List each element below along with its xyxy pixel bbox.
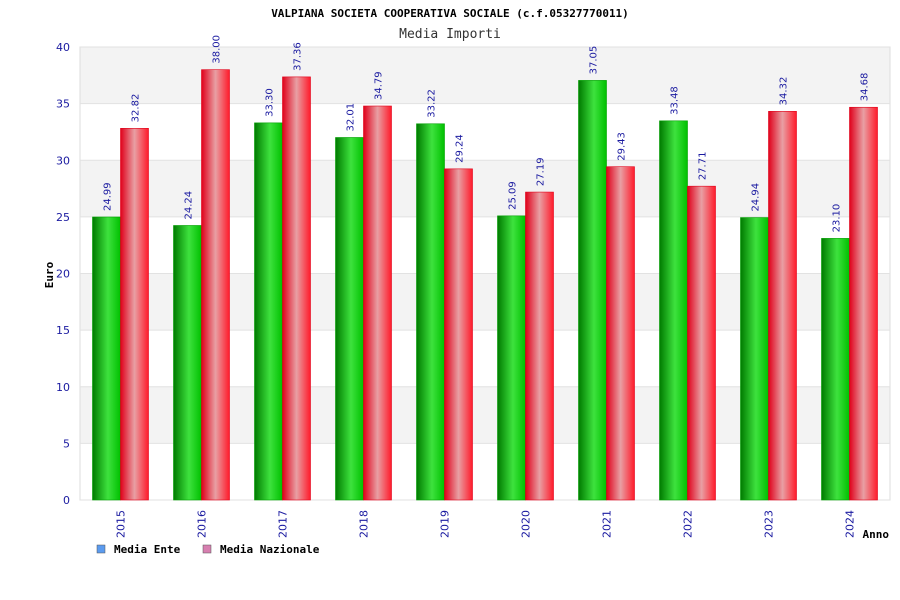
value-label: 33.48 <box>670 86 681 115</box>
bar-media-nazionale-2015 <box>120 128 149 501</box>
value-label: 24.99 <box>103 182 114 211</box>
x-tick-label: 2020 <box>520 510 533 538</box>
bar-media-nazionale-2021 <box>606 166 635 501</box>
bar-media-ente-2022 <box>659 120 688 501</box>
value-label: 29.43 <box>617 132 628 161</box>
y-tick-label: 20 <box>56 268 70 281</box>
chart-subtitle: Media Importi <box>399 27 501 42</box>
chart-title: VALPIANA SOCIETA COOPERATIVA SOCIALE (c.… <box>271 7 629 20</box>
value-label: 37.05 <box>589 46 600 75</box>
legend-swatch-media-ente <box>96 544 106 554</box>
bar-media-ente-2017 <box>254 122 283 501</box>
y-axis-label: Euro <box>43 261 56 288</box>
value-label: 32.82 <box>131 94 142 123</box>
bars <box>92 69 878 501</box>
bar-media-ente-2019 <box>416 123 445 501</box>
value-label: 33.22 <box>427 89 438 118</box>
x-axis-label: Anno <box>863 528 890 541</box>
bar-media-ente-2015 <box>92 216 121 501</box>
x-tick-label: 2015 <box>115 510 128 538</box>
x-tick-label: 2019 <box>439 510 452 538</box>
bar-media-nazionale-2023 <box>768 111 797 501</box>
y-tick-label: 35 <box>56 98 70 111</box>
y-tick-label: 30 <box>56 154 70 167</box>
bar-media-ente-2023 <box>740 217 769 501</box>
y-tick-label: 25 <box>56 211 70 224</box>
value-label: 25.09 <box>508 181 519 210</box>
x-tick-label: 2024 <box>844 510 857 538</box>
y-tick-label: 5 <box>63 437 70 450</box>
bar-media-nazionale-2019 <box>444 168 473 501</box>
x-tick-label: 2016 <box>196 510 209 538</box>
value-label: 33.30 <box>265 88 276 117</box>
legend-label-media-nazionale: Media Nazionale <box>220 543 320 556</box>
bar-media-ente-2020 <box>497 215 526 501</box>
x-tick-label: 2021 <box>601 510 614 538</box>
x-tick-label: 2017 <box>277 510 290 538</box>
value-label: 27.19 <box>536 157 547 186</box>
legend: Media Ente Media Nazionale <box>96 543 320 556</box>
value-label: 24.24 <box>184 191 195 220</box>
legend-swatch-media-nazionale <box>202 544 212 554</box>
x-tick-label: 2023 <box>763 510 776 538</box>
bar-media-nazionale-2020 <box>525 191 554 501</box>
y-tick-label: 40 <box>56 41 70 54</box>
bar-media-nazionale-2018 <box>363 105 392 501</box>
bar-media-nazionale-2022 <box>687 185 716 501</box>
legend-label-media-ente: Media Ente <box>114 543 181 556</box>
value-label: 23.10 <box>832 204 843 233</box>
value-label: 34.32 <box>779 77 790 106</box>
bar-media-nazionale-2024 <box>849 106 878 501</box>
bar-media-ente-2024 <box>821 238 850 501</box>
bar-media-nazionale-2017 <box>282 76 311 501</box>
y-tick-label: 0 <box>63 494 70 507</box>
value-label: 27.71 <box>698 152 709 181</box>
x-tick-label: 2018 <box>358 510 371 538</box>
y-tick-label: 10 <box>56 381 70 394</box>
value-label: 34.68 <box>860 73 871 102</box>
x-tick-label: 2022 <box>682 510 695 538</box>
bar-media-nazionale-2016 <box>201 69 230 501</box>
value-label: 38.00 <box>212 35 223 64</box>
x-axis-ticks: 2015 2016 2017 2018 2019 2020 2021 2022 2023 2024 <box>115 510 857 538</box>
y-tick-label: 15 <box>56 324 70 337</box>
value-label: 37.36 <box>293 42 304 71</box>
value-labels: 24.99 32.82 24.24 38.00 33.30 37.36 32.01 34.79… <box>103 35 871 232</box>
value-label: 24.94 <box>751 183 762 212</box>
value-label: 29.24 <box>455 134 466 163</box>
value-label: 34.79 <box>374 71 385 100</box>
bar-media-ente-2021 <box>578 80 607 501</box>
bar-media-ente-2016 <box>173 225 202 501</box>
y-axis-ticks: 0 5 10 15 20 25 30 35 40 <box>56 41 70 507</box>
value-label: 32.01 <box>346 103 357 132</box>
bar-media-ente-2018 <box>335 137 364 501</box>
